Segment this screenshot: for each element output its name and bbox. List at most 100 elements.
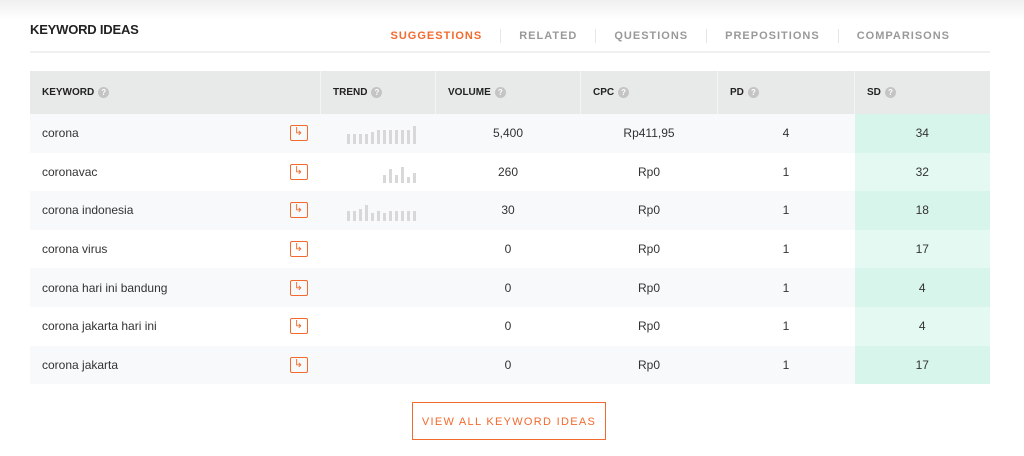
- trend-bar: [400, 130, 404, 145]
- help-icon[interactable]: ?: [98, 86, 110, 98]
- sd-cell: 32: [854, 152, 990, 192]
- help-icon[interactable]: ?: [884, 86, 896, 98]
- trend-bar: [388, 168, 392, 183]
- col-label: PD: [730, 87, 744, 99]
- open-keyword-icon[interactable]: ↳: [289, 241, 308, 258]
- keyword-text[interactable]: corona virus: [42, 242, 108, 257]
- trend-bar: [394, 130, 398, 145]
- pd-cell: 1: [717, 268, 855, 307]
- keyword-cell: corona jakarta hari ini ↳: [30, 306, 321, 346]
- pd-cell: 1: [717, 345, 855, 385]
- trend-bar: [388, 130, 392, 145]
- pd-cell: 1: [717, 306, 855, 346]
- cpc-cell: Rp0: [580, 191, 718, 230]
- keyword-text[interactable]: corona hari ini bandung: [42, 280, 168, 295]
- pd-cell: 1: [717, 191, 855, 230]
- tab-related[interactable]: RELATED: [500, 29, 595, 43]
- trend-bar: [394, 211, 398, 222]
- trend-cell: [320, 268, 436, 307]
- keyword-text[interactable]: corona jakarta hari ini: [42, 319, 157, 334]
- keyword-table: KEYWORD? TREND? VOLUME? CPC? PD? SD? cor…: [30, 71, 990, 385]
- trend-sparkline: [333, 354, 424, 376]
- open-keyword-icon[interactable]: ↳: [289, 163, 308, 180]
- help-icon[interactable]: ?: [747, 86, 759, 98]
- trend-cell: [320, 191, 436, 230]
- trend-bar: [364, 205, 368, 222]
- top-fade: [0, 0, 1024, 20]
- trend-bar: [388, 211, 392, 222]
- help-icon[interactable]: ?: [618, 86, 630, 98]
- trend-bar: [406, 211, 410, 222]
- sd-cell: 17: [854, 229, 990, 269]
- cpc-cell: Rp0: [580, 268, 718, 307]
- trend-bar: [352, 211, 356, 222]
- trend-bar: [394, 174, 398, 183]
- sd-cell: 18: [854, 191, 990, 230]
- keyword-text[interactable]: corona jakarta: [42, 357, 119, 372]
- volume-cell: 0: [435, 345, 581, 385]
- trend-bar: [412, 172, 416, 183]
- cpc-cell: Rp0: [580, 345, 718, 385]
- tab-comparisons[interactable]: COMPARISONS: [837, 29, 968, 43]
- help-icon[interactable]: ?: [371, 86, 383, 98]
- volume-cell: 0: [435, 268, 581, 307]
- cpc-cell: Rp0: [580, 152, 718, 192]
- trend-bar: [376, 211, 380, 222]
- open-keyword-icon[interactable]: ↳: [289, 202, 308, 219]
- view-all-keyword-ideas-button[interactable]: VIEW ALL KEYWORD IDEAS: [412, 402, 606, 440]
- pd-cell: 1: [717, 152, 855, 192]
- trend-cell: [320, 152, 436, 192]
- col-cpc[interactable]: CPC?: [580, 71, 718, 114]
- keyword-text[interactable]: coronavac: [42, 164, 98, 179]
- volume-cell: 0: [435, 306, 581, 346]
- table-row: corona virus ↳ 0 Rp0 1 17: [30, 229, 990, 269]
- trend-bar: [406, 176, 410, 183]
- open-keyword-icon[interactable]: ↳: [289, 125, 308, 142]
- trend-sparkline: [333, 238, 424, 260]
- col-sd[interactable]: SD?: [854, 71, 990, 114]
- help-icon[interactable]: ?: [494, 86, 506, 98]
- col-trend[interactable]: TREND?: [320, 71, 436, 114]
- volume-cell: 30: [435, 191, 581, 230]
- table-row: corona jakarta hari ini ↳ 0 Rp0 1 4: [30, 306, 990, 346]
- volume-cell: 260: [435, 152, 581, 192]
- col-volume[interactable]: VOLUME?: [435, 71, 581, 114]
- col-label: CPC: [593, 87, 615, 99]
- table-row: corona ↳ 5,400 Rp411,95 4 34: [30, 114, 990, 153]
- keyword-text[interactable]: corona indonesia: [42, 203, 134, 218]
- trend-bar: [382, 130, 386, 145]
- tab-questions[interactable]: QUESTIONS: [595, 29, 706, 43]
- volume-cell: 5,400: [435, 114, 581, 153]
- table-row: corona hari ini bandung ↳ 0 Rp0 1 4: [30, 268, 990, 307]
- trend-cell: [320, 229, 436, 269]
- pd-cell: 4: [717, 114, 855, 153]
- table-row: coronavac ↳ 260 Rp0 1 32: [30, 152, 990, 192]
- keyword-cell: corona hari ini bandung ↳: [30, 268, 321, 307]
- trend-sparkline: [333, 122, 424, 145]
- trend-sparkline: [333, 315, 424, 337]
- trend-bar: [400, 211, 404, 222]
- open-keyword-icon[interactable]: ↳: [289, 279, 308, 296]
- open-keyword-icon[interactable]: ↳: [289, 356, 308, 373]
- sd-cell: 34: [854, 114, 990, 153]
- tab-suggestions[interactable]: SUGGESTIONS: [390, 30, 483, 42]
- trend-bar: [358, 134, 362, 145]
- trend-sparkline: [333, 199, 424, 222]
- keyword-cell: corona ↳: [30, 114, 321, 153]
- col-label: VOLUME: [448, 87, 491, 99]
- trend-bar: [370, 132, 374, 145]
- trend-cell: [320, 345, 436, 385]
- trend-bar: [358, 209, 362, 222]
- tab-prepositions[interactable]: PREPOSITIONS: [706, 29, 838, 43]
- trend-bar: [406, 130, 410, 145]
- table-row: corona jakarta ↳ 0 Rp0 1 17: [30, 345, 990, 385]
- cpc-cell: Rp0: [580, 306, 718, 346]
- trend-sparkline: [333, 277, 424, 299]
- cpc-cell: Rp411,95: [580, 114, 718, 153]
- col-keyword[interactable]: KEYWORD?: [30, 71, 321, 114]
- open-keyword-icon[interactable]: ↳: [289, 318, 308, 335]
- keyword-text[interactable]: corona: [42, 126, 79, 141]
- col-pd[interactable]: PD?: [717, 71, 855, 114]
- trend-bar: [376, 130, 380, 145]
- divider: [30, 51, 990, 53]
